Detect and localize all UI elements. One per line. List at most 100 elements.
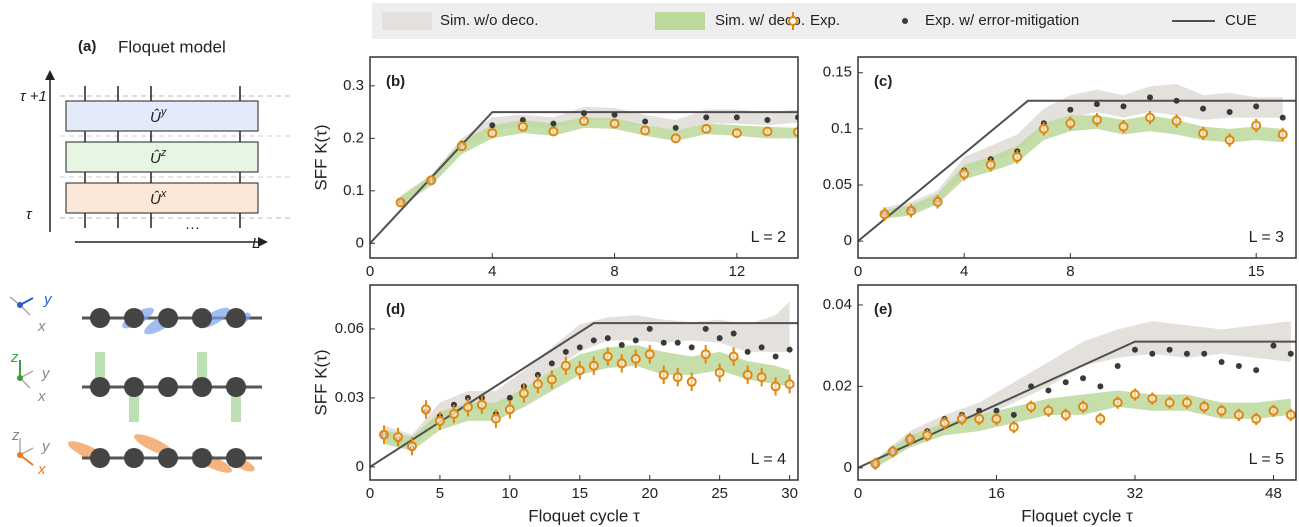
cue-line — [858, 340, 1296, 469]
exp-point — [701, 123, 712, 134]
mitigated-point — [1120, 103, 1127, 110]
exp-point — [426, 175, 437, 186]
arrowhead — [45, 70, 55, 80]
exp-point — [1112, 397, 1123, 408]
axes-frame — [857, 284, 1297, 481]
mitigated-point — [1218, 358, 1225, 365]
exp-point — [392, 431, 403, 442]
unitary-z — [65, 141, 259, 173]
axis-letter: y — [41, 438, 51, 455]
x-tick-label: 48 — [1265, 485, 1282, 502]
exp-point — [1199, 401, 1210, 412]
mitigated-point — [1045, 387, 1052, 394]
x-axis-label: Floquet cycle τ — [528, 506, 640, 525]
panel-a: (a) Floquet model τ +1 τ L Ûy Ûz Ûx ··· … — [9, 37, 290, 478]
y-tick-label: 0 — [356, 234, 364, 251]
mitigated-point — [581, 110, 587, 117]
unitary-y — [65, 100, 259, 132]
axis-letter: y — [43, 291, 53, 308]
mitigated-point — [716, 335, 723, 342]
mitigated-point — [646, 325, 653, 332]
exp-point — [991, 413, 1002, 424]
exp-point — [602, 351, 613, 362]
band — [884, 115, 1283, 219]
exp-point — [1277, 129, 1288, 140]
y-tick-label: 0.05 — [823, 176, 852, 193]
mitigated-point — [730, 330, 737, 337]
exp-point — [879, 209, 890, 220]
exp-point — [756, 372, 767, 383]
y-tick-label: 0.06 — [335, 320, 364, 337]
exp-point — [476, 399, 487, 410]
exp-point — [420, 404, 431, 415]
mitigated-point — [1010, 411, 1017, 418]
y-tick-label: 0.15 — [823, 64, 852, 81]
legend-label: Exp. w/ error-mitigation — [925, 12, 1079, 29]
exp-point — [560, 360, 571, 371]
axes-frame — [857, 56, 1297, 259]
x-tick-label: 20 — [641, 485, 658, 502]
mitigated-point — [688, 344, 695, 351]
mitigated-point — [1253, 367, 1260, 374]
exp-point — [609, 118, 620, 129]
unitary-sup: z — [160, 147, 167, 159]
exp-point — [487, 128, 498, 139]
y-tick-label: 0 — [844, 232, 852, 249]
mitigated-point — [618, 342, 625, 349]
exp-point — [1251, 413, 1262, 424]
chart: 0 16 32 48 0 0.02 0.04 (e) L = 5 Floquet cycle τ — [823, 284, 1297, 525]
x-tick-label: 5 — [436, 485, 444, 502]
y-tick-label: 0.2 — [343, 129, 364, 146]
x-tick-label: 16 — [988, 485, 1005, 502]
band — [875, 321, 1291, 468]
plot-area — [858, 321, 1296, 470]
x-tick-label: 15 — [571, 485, 588, 502]
exp-point — [658, 369, 669, 380]
plot-area — [370, 106, 798, 244]
exp-point — [742, 369, 753, 380]
axis-letter: z — [10, 349, 19, 366]
legend-swatch — [382, 12, 432, 30]
mitigated-point — [758, 344, 765, 351]
axis-letter: x — [37, 388, 46, 405]
exp-point — [922, 430, 933, 441]
legend-box — [372, 3, 1296, 39]
axis-letter: z — [11, 427, 20, 444]
x-tick-label: 0 — [366, 485, 374, 502]
exp-point — [731, 128, 742, 139]
mitigated-point — [703, 114, 710, 121]
y-tick-label: 0.02 — [823, 377, 852, 394]
exp-point — [904, 434, 915, 445]
exp-point — [714, 367, 725, 378]
panel-label: (b) — [386, 73, 405, 90]
exp-point — [546, 374, 557, 385]
row-3: z y x — [11, 427, 262, 478]
y-tick-label: 0 — [356, 458, 364, 475]
ellipsis: ··· — [185, 219, 200, 236]
unitary-base: Û — [150, 191, 161, 208]
mitigated-point — [660, 339, 667, 346]
mitigated-point — [642, 118, 649, 125]
exp-point — [974, 413, 985, 424]
legend-label: CUE — [1225, 12, 1257, 29]
exp-point — [870, 458, 881, 469]
panel-label: (d) — [386, 301, 405, 318]
band — [875, 390, 1291, 468]
mitigated-point — [1062, 379, 1069, 386]
exp-point — [1060, 409, 1071, 420]
mitigated-point — [519, 116, 526, 123]
exp-point — [462, 402, 473, 413]
axes-frame — [369, 56, 799, 259]
axis-label: L — [252, 235, 260, 252]
exp-point — [1118, 121, 1129, 132]
panel-label: (a) — [78, 38, 96, 55]
exp-point — [1268, 405, 1279, 416]
legend-label: Sim. w/o deco. — [440, 12, 538, 29]
unitary-label: Ûy — [150, 106, 168, 126]
exp-point — [1065, 118, 1076, 129]
x-tick-label: 30 — [781, 485, 798, 502]
exp-point — [770, 381, 781, 392]
legend-swatch — [902, 18, 908, 24]
